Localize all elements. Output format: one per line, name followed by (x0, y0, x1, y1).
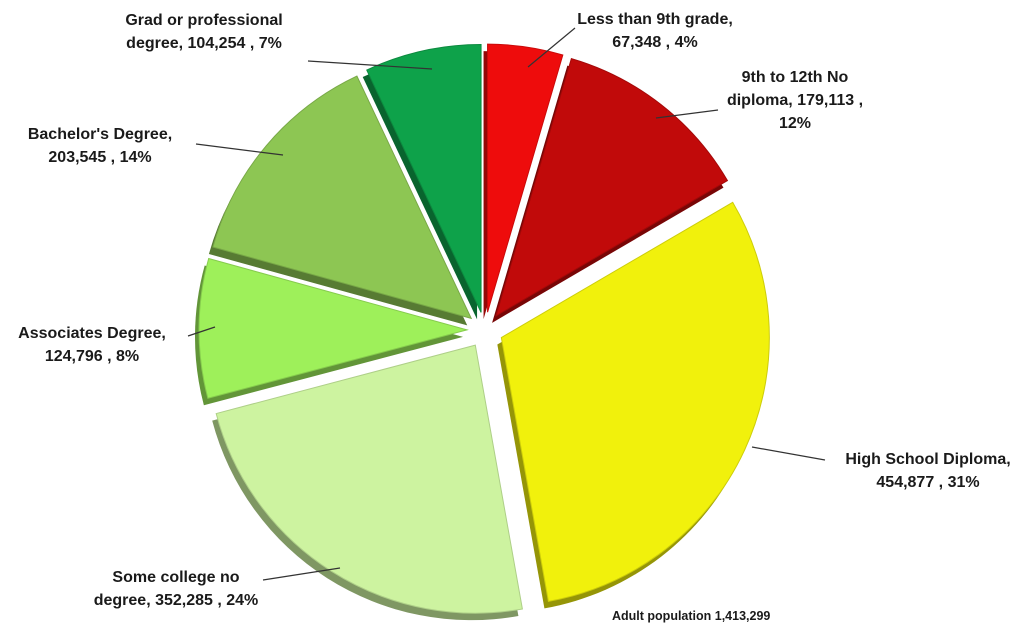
slice-grad-or-professional-degree (366, 43, 482, 313)
slice-label-line: diploma, 179,113 , (727, 92, 863, 109)
slice-label-line: 9th to 12th No (742, 69, 849, 86)
slice-label-line: Less than 9th grade, (577, 11, 733, 28)
total-population-label: Adult population 1,413,299 (612, 609, 770, 623)
slice-some-college-no-degree (215, 344, 523, 614)
leader-line-some-college-no-degree (262, 567, 341, 581)
slice-bachelor-s-degree (212, 75, 473, 320)
slice-label-grad-or-professional-degree: Grad or professional degree, 104,254 , 7% (125, 12, 282, 52)
slice-label-line: Some college no (112, 569, 239, 586)
slice-label-line: Bachelor's Degree, (28, 126, 172, 143)
leader-line-bachelor-s-degree (195, 143, 284, 156)
slice-label-line: degree, 104,254 , 7% (126, 35, 282, 52)
slice-label-line: Grad or professional (125, 12, 282, 29)
slice-label-line: Associates Degree, (18, 325, 166, 342)
leader-line-9th-to-12th-no-diploma (655, 109, 719, 119)
leader-line-associates-degree (187, 326, 216, 337)
slice-label-9th-to-12th-no-diploma: 9th to 12th No diploma, 179,113 , 12% (727, 69, 863, 132)
slice-label-associates-degree: Associates Degree, 124,796 , 8% (18, 325, 166, 365)
leader-line-less-than-9th-grade (527, 27, 576, 68)
slice-high-school-diploma (500, 201, 770, 602)
leader-lines (187, 27, 826, 581)
slice-labels: Less than 9th grade, 67,348 , 4% 9th to 12… (18, 11, 1010, 609)
leader-line-high-school-diploma (751, 446, 826, 461)
slice-label-high-school-diploma: High School Diploma, 454,877 , 31% (845, 451, 1010, 491)
slices (198, 43, 770, 614)
slice-label-line: 124,796 , 8% (45, 348, 139, 365)
slice-9th-to-12th-no-diploma (495, 57, 729, 317)
slice-label-line: degree, 352,285 , 24% (94, 592, 259, 609)
slice-label-line: 454,877 , 31% (876, 474, 979, 491)
slice-label-line: High School Diploma, (845, 451, 1010, 468)
slice-label-some-college-no-degree: Some college no degree, 352,285 , 24% (94, 569, 259, 609)
slice-label-line: 67,348 , 4% (612, 34, 697, 51)
slice-label-line: 203,545 , 14% (48, 149, 151, 166)
slice-label-bachelor-s-degree: Bachelor's Degree, 203,545 , 14% (28, 126, 172, 166)
slice-associates-degree (198, 257, 469, 399)
slice-less-than-9th-grade (487, 43, 564, 313)
slice-label-less-than-9th-grade: Less than 9th grade, 67,348 , 4% (577, 11, 733, 51)
slice-label-line: 12% (779, 115, 811, 132)
leader-line-grad-or-professional-degree (307, 60, 433, 70)
